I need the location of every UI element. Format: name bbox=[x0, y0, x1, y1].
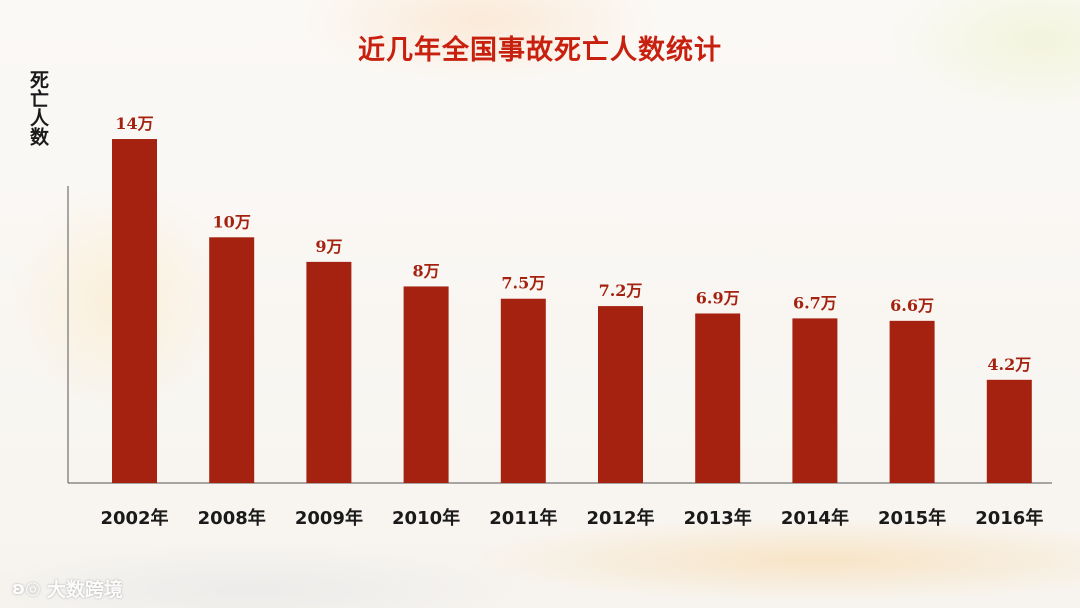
x-tick-label-7: 2014年 bbox=[781, 507, 849, 529]
x-tick-label-6: 2013年 bbox=[684, 507, 752, 529]
data-label-1: 10万 bbox=[213, 212, 251, 231]
data-label-9: 4.2万 bbox=[987, 355, 1031, 374]
data-label-5: 7.2万 bbox=[599, 281, 643, 300]
x-tick-label-9: 2016年 bbox=[975, 507, 1043, 529]
x-tick-label-2: 2009年 bbox=[295, 507, 363, 529]
bar-5 bbox=[598, 306, 643, 483]
x-tick-label-1: 2008年 bbox=[198, 507, 266, 529]
data-label-0: 14万 bbox=[115, 114, 153, 133]
bar-4 bbox=[500, 298, 546, 483]
data-label-2: 9万 bbox=[315, 237, 342, 256]
bar-8 bbox=[889, 320, 935, 483]
bar-6 bbox=[695, 313, 741, 483]
chart-title: 近几年全国事故死亡人数统计 bbox=[358, 35, 722, 66]
bar-9 bbox=[986, 379, 1032, 483]
x-tick-label-0: 2002年 bbox=[100, 507, 168, 529]
bar-7 bbox=[792, 318, 838, 483]
bar-0 bbox=[112, 139, 157, 483]
data-label-3: 8万 bbox=[413, 261, 440, 280]
logo-icon: ʚ◎ bbox=[12, 577, 41, 599]
data-label-4: 7.5万 bbox=[501, 274, 545, 293]
x-tick-label-3: 2010年 bbox=[392, 507, 460, 529]
data-label-8: 6.6万 bbox=[890, 296, 934, 315]
bar-1 bbox=[209, 237, 255, 483]
bar-3 bbox=[403, 286, 449, 483]
watermark: ʚ◎ 大数跨境 bbox=[12, 576, 123, 601]
y-axis-label: 死亡人数 bbox=[27, 70, 49, 146]
bar-2 bbox=[306, 261, 352, 483]
x-tick-label-8: 2015年 bbox=[878, 507, 946, 529]
watermark-text: 大数跨境 bbox=[46, 578, 123, 601]
x-tick-label-4: 2011年 bbox=[489, 507, 557, 529]
data-label-6: 6.9万 bbox=[696, 288, 740, 307]
data-label-7: 6.7万 bbox=[793, 293, 837, 312]
x-tick-label-5: 2012年 bbox=[586, 507, 654, 529]
